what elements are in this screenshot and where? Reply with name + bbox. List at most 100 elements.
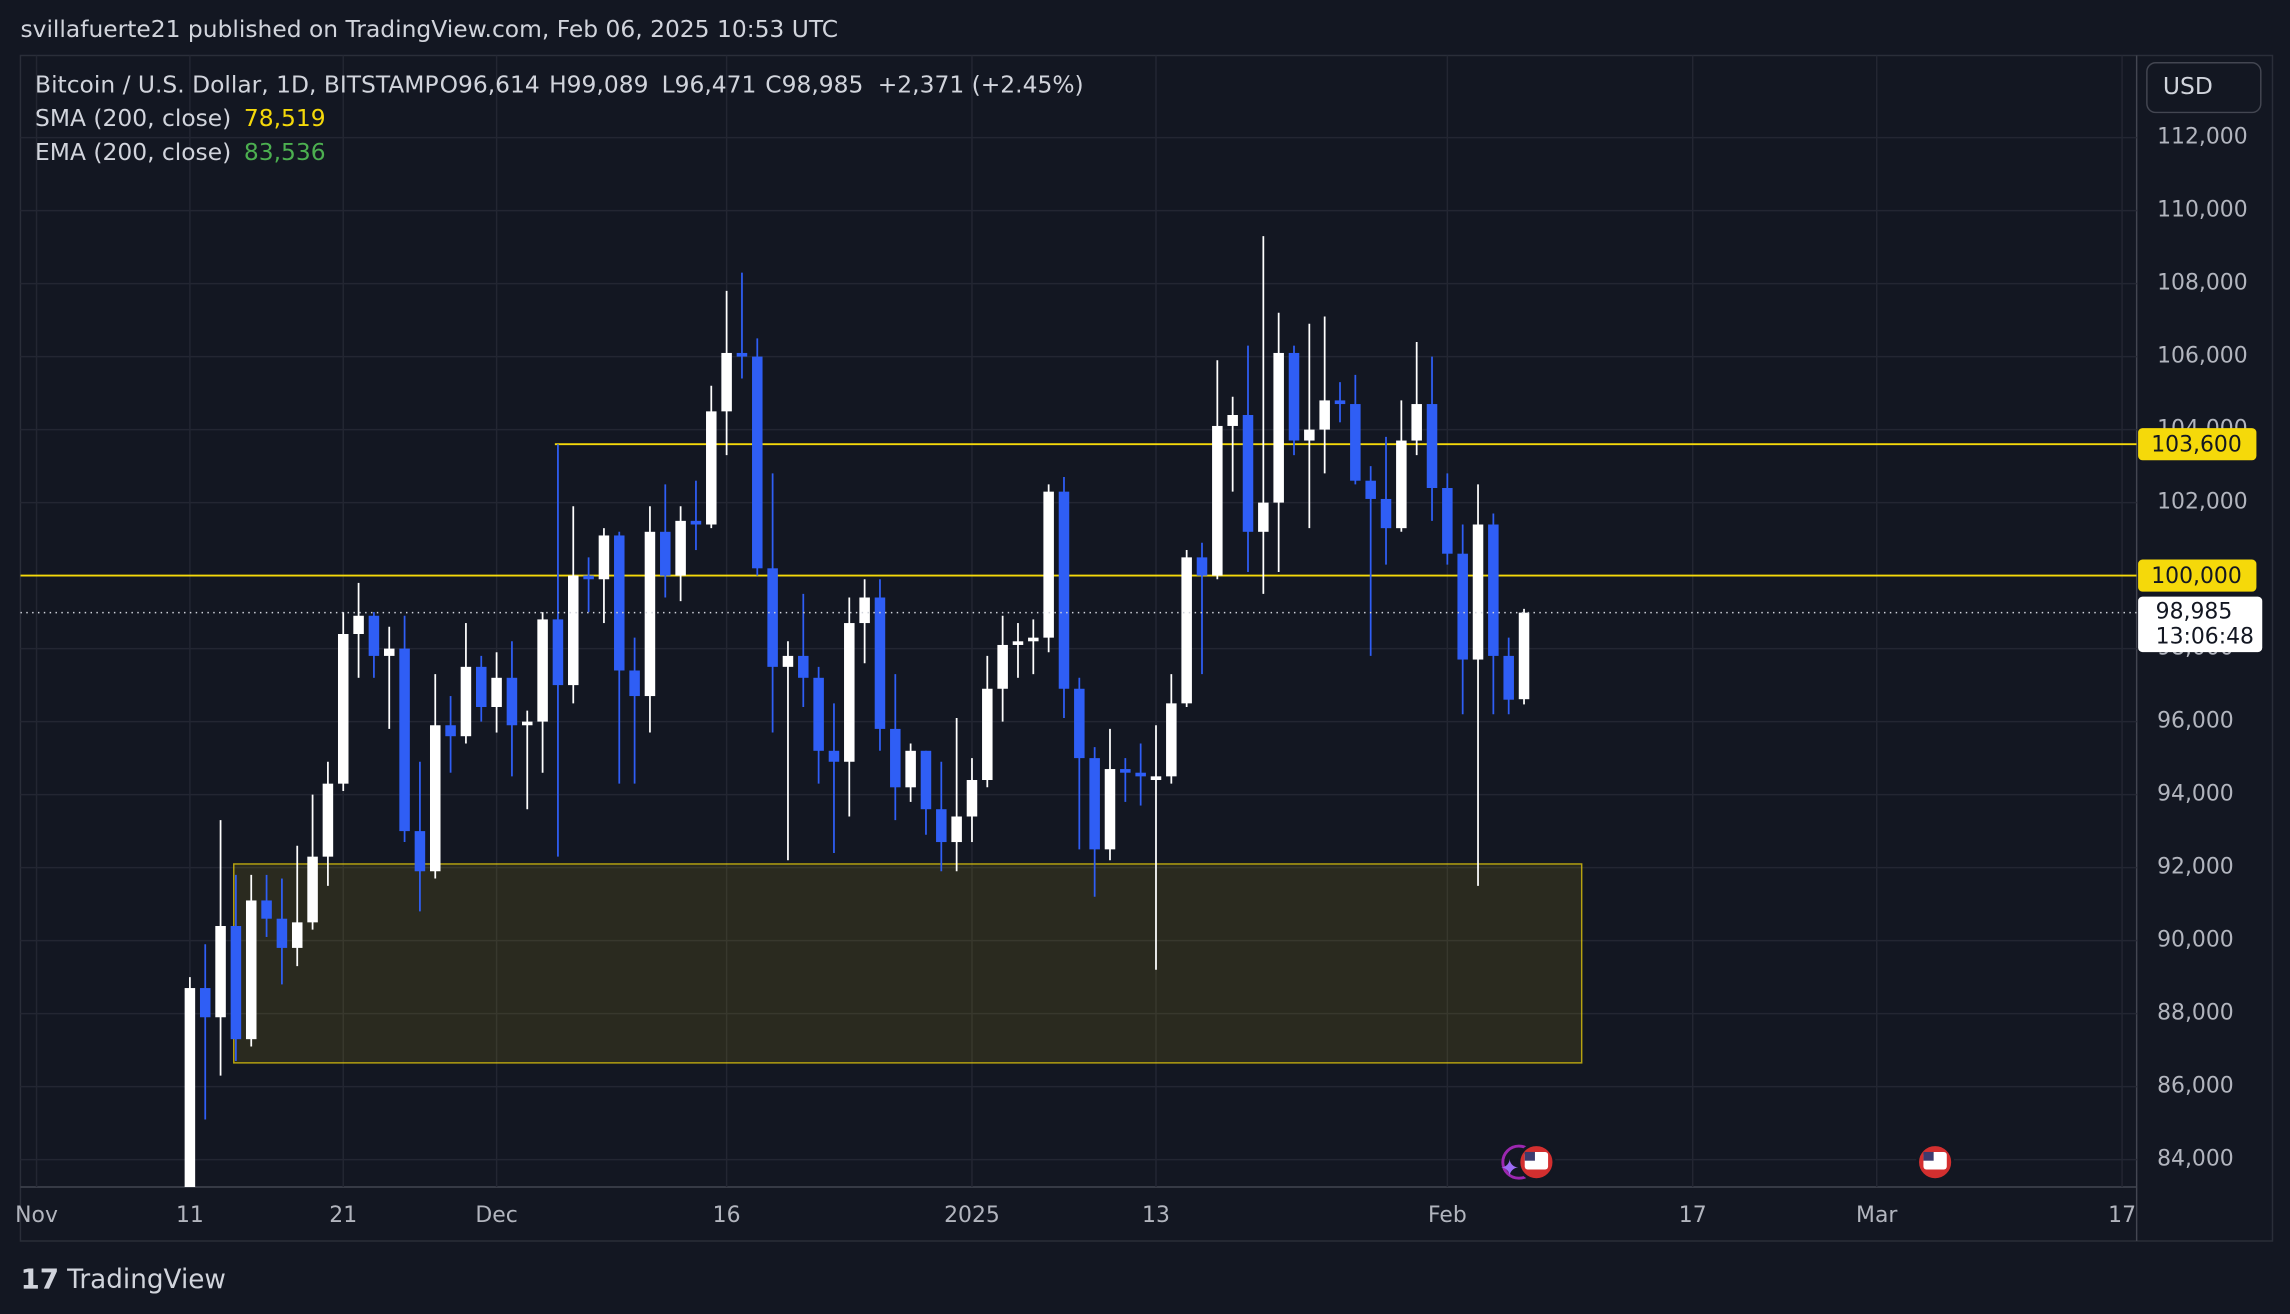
candle-body (1043, 491, 1054, 638)
candle-body (936, 809, 947, 843)
x-tick-label: 17 (1679, 1203, 1707, 1228)
event-icons[interactable]: ✦ (1500, 1143, 1955, 1182)
candle-body (1135, 772, 1146, 777)
candle-body (1273, 352, 1284, 503)
candle-body (767, 568, 778, 667)
candle-body (782, 655, 794, 667)
y-tick-label: 94,000 (2157, 782, 2234, 807)
candle-body (1196, 557, 1208, 576)
candle-body (690, 520, 702, 525)
x-tick-label: Dec (475, 1203, 517, 1228)
candle-body (1350, 404, 1361, 481)
candle-body (813, 677, 824, 751)
candle-body (675, 520, 686, 576)
candle-body (337, 634, 349, 784)
candle-body (1181, 557, 1192, 704)
candle-body (568, 575, 579, 686)
candle-body (460, 666, 472, 737)
x-tick-label: 21 (329, 1203, 357, 1228)
indicator-value: 83,536 (244, 138, 326, 166)
candle-body (491, 677, 502, 708)
candle-body (1396, 440, 1407, 529)
candle-body (1104, 769, 1116, 850)
y-tick-label: 92,000 (2157, 855, 2234, 880)
brand-logo[interactable]: 𝟭𝟳 (20, 1262, 59, 1295)
countdown-label: 13:06:48 (2156, 624, 2254, 649)
candle-body (997, 644, 1008, 689)
y-tick-label: 86,000 (2157, 1074, 2234, 1099)
candle-body (1150, 776, 1162, 781)
candle-body (230, 926, 242, 1040)
candle-body (399, 648, 410, 832)
candle-body (1518, 612, 1530, 700)
candle-body (537, 619, 548, 722)
candle-body (1426, 404, 1438, 489)
candle-body (1334, 400, 1346, 405)
support-zone (233, 863, 1583, 1064)
candle-body (920, 750, 932, 810)
legend: Bitcoin / U.S. Dollar, 1D, BITSTAMP O96,… (35, 71, 1084, 166)
indicator-value: 78,519 (244, 104, 326, 132)
candle-body (706, 411, 717, 525)
candle-body (966, 780, 978, 817)
indicator-name[interactable]: EMA (200, close) (35, 138, 231, 166)
candle-body (1166, 703, 1177, 777)
x-tick-label: 11 (176, 1203, 204, 1228)
candle-body (1212, 425, 1223, 576)
y-tick-label: 106,000 (2157, 344, 2248, 369)
footer[interactable]: 𝟭𝟳 TradingView (20, 1262, 225, 1295)
axes: 84,000 86,000 88,000 90,000 92,000 94,000 96,0… (15, 125, 2263, 1228)
candle-body (1058, 491, 1070, 689)
candle-body (1074, 688, 1085, 759)
candle-body (1319, 400, 1330, 430)
ohlc-value: O96,614 (440, 71, 540, 99)
candle-body (844, 623, 855, 762)
brand-name[interactable]: TradingView (66, 1265, 226, 1295)
price-label: 103,600 (2151, 433, 2242, 458)
ohlc-value: +2,371 (+2.45%) (878, 71, 1084, 99)
candle-body (890, 728, 901, 788)
candle-body (184, 988, 196, 1187)
currency-button-frame[interactable] (2146, 62, 2262, 114)
x-tick-label: 16 (713, 1203, 741, 1228)
candle-body (721, 352, 732, 412)
currency-button[interactable]: USD (2146, 62, 2262, 114)
candle-body (429, 725, 441, 872)
candle-body (629, 670, 640, 697)
candle-body (1380, 498, 1392, 529)
last-price-box (2138, 596, 2263, 653)
candle-body (199, 988, 211, 1018)
candle-body (859, 597, 870, 624)
candle-body (874, 597, 886, 729)
candle-body (414, 831, 426, 872)
candle-body (828, 750, 840, 762)
candle-body (215, 926, 226, 1018)
candle-body (1503, 655, 1514, 700)
currency-label[interactable]: USD (2163, 72, 2213, 100)
candle-body (245, 900, 257, 1040)
x-tick-label: 13 (1142, 1203, 1170, 1228)
candle-body (1457, 553, 1468, 660)
x-tick-label: Mar (1856, 1203, 1897, 1228)
last-price-label: 98,985 (2156, 600, 2233, 625)
candle-body (445, 725, 456, 737)
candle-body (951, 816, 962, 843)
x-tick-label: 2025 (944, 1203, 1000, 1228)
candle-body (583, 575, 594, 580)
price-label: 100,000 (2151, 564, 2242, 589)
candle-body (1488, 524, 1499, 656)
candle-body (1120, 769, 1131, 773)
candle-body (1242, 415, 1254, 532)
ohlc-value: C98,985 (765, 71, 863, 99)
y-tick-label: 110,000 (2157, 198, 2248, 223)
candle-body (1472, 524, 1484, 660)
indicator-name[interactable]: SMA (200, close) (35, 104, 231, 132)
candle-body (905, 750, 916, 788)
candle-body (291, 922, 303, 948)
candle-body (614, 535, 625, 671)
candle-body (1411, 404, 1422, 441)
y-tick-label: 102,000 (2157, 490, 2248, 515)
event-sparkle[interactable]: ✦ (1500, 1154, 1520, 1182)
candle-body (598, 535, 610, 580)
